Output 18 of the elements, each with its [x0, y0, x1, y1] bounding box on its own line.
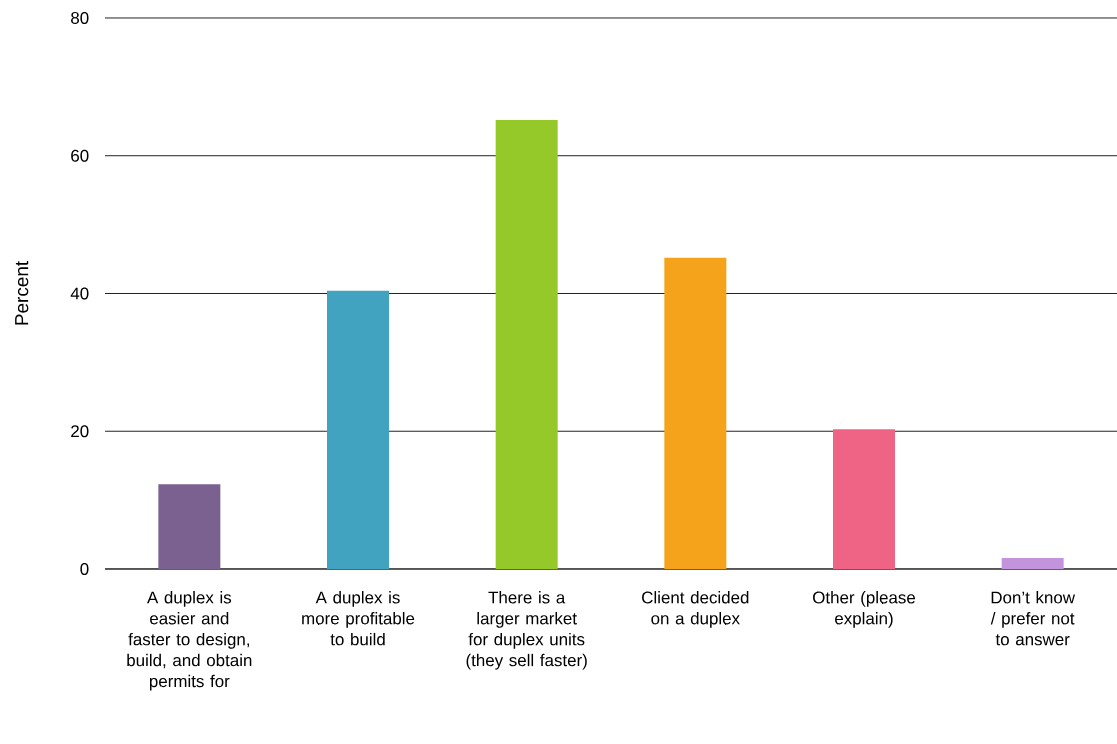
x-tick-label: A duplex is more profitable to build: [302, 591, 415, 646]
bar: [158, 484, 221, 569]
x-tick-label: There is a larger market for duplex units (they sell faster): [466, 591, 587, 670]
x-tick-label: Don’t know / prefer not to answer: [990, 591, 1076, 646]
x-tick-label: Other (please explain): [813, 591, 916, 628]
x-tick-label: Client decided on a duplex: [642, 591, 749, 628]
bar: [495, 119, 558, 569]
y-tick-label: 20: [71, 425, 89, 438]
x-tick-label: A duplex is easier and faster to design, build, and obtain permits for: [127, 591, 252, 691]
bar: [327, 290, 390, 569]
y-tick-label: 0: [80, 562, 89, 575]
bar: [1001, 557, 1064, 569]
bar: [833, 429, 895, 569]
y-axis-title: Percent: [15, 261, 29, 325]
y-tick-label: 40: [70, 287, 89, 300]
bar: [664, 257, 727, 569]
y-tick-label: 60: [71, 149, 89, 162]
y-tick-label: 80: [71, 11, 89, 24]
